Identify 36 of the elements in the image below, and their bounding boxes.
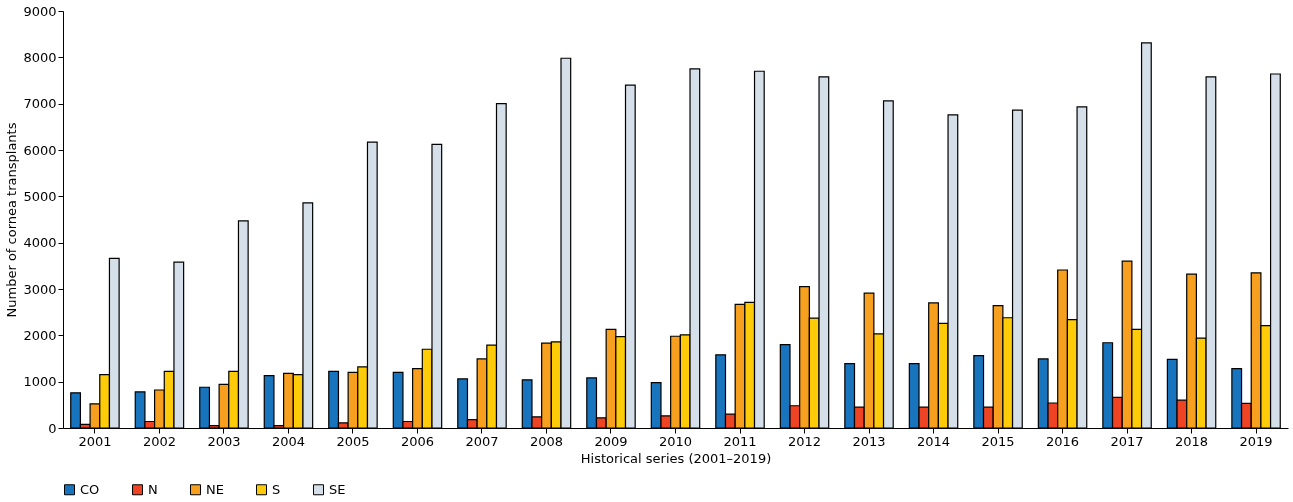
y-tick-label: 3000 — [23, 281, 57, 297]
y-tick-label: 9000 — [23, 3, 57, 19]
y-tick-label: 6000 — [23, 142, 57, 158]
y-tick-label: 1000 — [23, 374, 57, 390]
x-tick-label: 2017 — [1110, 433, 1144, 449]
x-tick-label: 2003 — [207, 433, 241, 449]
x-tick-label: 2009 — [594, 433, 628, 449]
x-tick-label: 2018 — [1175, 433, 1209, 449]
legend-label: S — [272, 481, 281, 497]
x-tick-label: 2014 — [916, 433, 951, 449]
x-axis-title: Historical series (2001–2019) — [580, 450, 772, 466]
x-tick-label: 2011 — [723, 433, 757, 449]
x-tick-label: 2012 — [787, 433, 822, 449]
x-tick-label: 2008 — [529, 433, 564, 449]
y-axis-title: Number of cornea transplants — [4, 122, 20, 318]
x-tick-label: 2006 — [400, 433, 435, 449]
x-tick-label: 2016 — [1046, 433, 1080, 449]
x-tick-label: 2005 — [336, 433, 370, 449]
legend-label: N — [148, 481, 158, 497]
x-tick-label: 2004 — [271, 433, 305, 449]
x-tick-label: 2002 — [142, 433, 176, 449]
legend-label: SE — [329, 481, 346, 497]
x-tick-label: 2019 — [1239, 433, 1273, 449]
y-tick-label: 8000 — [23, 49, 57, 65]
legend-label: CO — [80, 481, 100, 497]
y-tick-label: 7000 — [23, 96, 57, 112]
x-tick-label: 2007 — [465, 433, 499, 449]
x-tick-label: 2015 — [981, 433, 1015, 449]
y-tick-label: 5000 — [23, 188, 57, 204]
legend-label: NE — [206, 481, 224, 497]
y-tick-label: 4000 — [23, 235, 57, 251]
y-tick-label: 2000 — [23, 327, 57, 343]
x-tick-label: 2001 — [78, 433, 112, 449]
x-tick-label: 2013 — [852, 433, 886, 449]
x-tick-label: 2010 — [658, 433, 693, 449]
y-tick-label: 0 — [48, 420, 57, 436]
